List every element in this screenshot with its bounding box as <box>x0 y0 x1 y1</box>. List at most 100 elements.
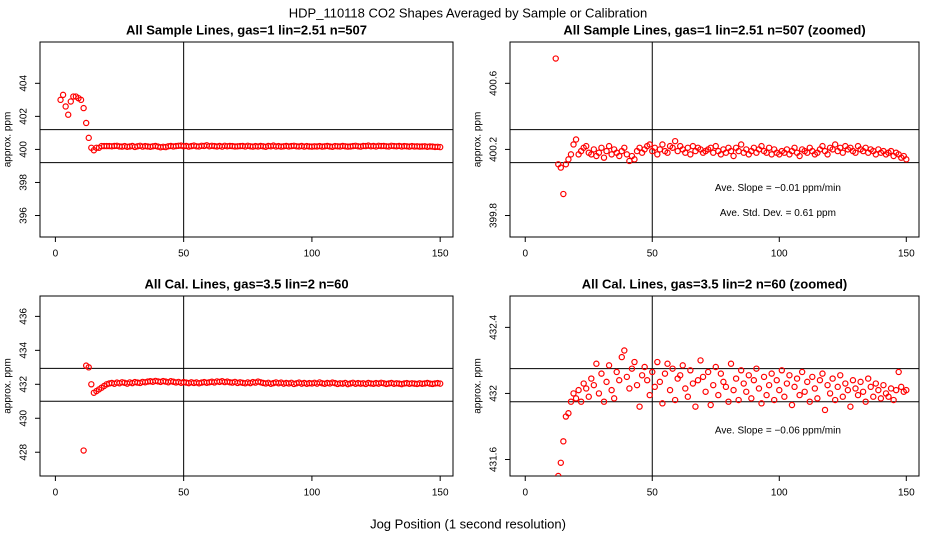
x-tick-label: 150 <box>432 488 449 499</box>
point <box>623 373 631 381</box>
plot-frame <box>39 41 454 238</box>
y-tick-label: 432.4 <box>489 314 500 339</box>
point <box>656 378 664 386</box>
point <box>811 385 819 392</box>
point <box>748 395 755 402</box>
x-tick-label: 150 <box>432 249 449 260</box>
point <box>588 375 595 382</box>
y-tick-label: 400.6 <box>489 70 500 95</box>
y-tick-label: 428 <box>19 443 30 460</box>
point <box>557 459 565 466</box>
point <box>837 372 844 379</box>
y-tick-label: 404 <box>19 75 30 92</box>
panel: All Cal. Lines, gas=3.5 lin=2 n=60 approx… <box>3 276 454 499</box>
point <box>560 190 567 198</box>
point <box>434 379 441 387</box>
point <box>88 381 95 388</box>
point <box>671 396 679 404</box>
x-tick-label: 0 <box>522 488 528 499</box>
point <box>773 377 780 384</box>
point <box>821 406 829 414</box>
point <box>682 385 689 392</box>
point <box>872 380 880 387</box>
x-tick-label: 0 <box>522 249 528 260</box>
point <box>824 381 831 389</box>
point <box>616 377 623 384</box>
y-tick-label: 430 <box>19 409 30 426</box>
point <box>870 393 877 400</box>
point <box>605 362 613 369</box>
point <box>636 403 643 410</box>
point <box>740 380 747 387</box>
point <box>898 383 905 391</box>
point <box>659 400 666 407</box>
point <box>679 362 686 369</box>
point <box>786 372 793 379</box>
annotation: Ave. Slope = −0.01 ppm/min <box>715 183 841 194</box>
point <box>434 143 441 150</box>
point <box>65 111 72 118</box>
point <box>649 368 656 376</box>
point <box>436 380 444 387</box>
point <box>572 395 580 402</box>
point <box>621 347 628 354</box>
point <box>598 370 605 377</box>
point <box>849 377 857 384</box>
point <box>664 360 671 367</box>
point <box>580 380 587 387</box>
y-axis-label: approx. ppm <box>473 112 484 168</box>
point <box>575 386 582 394</box>
point <box>633 381 641 389</box>
x-tick-label: 150 <box>898 249 915 260</box>
plot-frame <box>509 41 920 238</box>
point <box>852 149 859 156</box>
y-tick-label: 400 <box>19 141 30 158</box>
point <box>862 398 869 405</box>
point <box>67 98 74 105</box>
y-axis-label: approx. ppm <box>3 112 14 168</box>
point <box>819 370 826 377</box>
point <box>783 380 791 387</box>
point <box>852 385 859 392</box>
y-tick-label: 398 <box>19 174 30 191</box>
point <box>730 386 737 394</box>
point <box>671 137 679 145</box>
point <box>875 386 882 394</box>
point <box>867 383 874 391</box>
panel-title: All Cal. Lines, gas=3.5 lin=2 n=60 (zoom… <box>582 276 848 291</box>
point <box>618 353 625 361</box>
point <box>829 375 836 382</box>
point <box>605 142 613 150</box>
point <box>804 378 811 386</box>
point <box>572 136 580 143</box>
point <box>730 152 737 160</box>
point <box>687 367 694 374</box>
point <box>763 391 770 399</box>
point <box>557 164 565 171</box>
point <box>565 156 572 163</box>
point <box>859 388 867 395</box>
point <box>646 391 653 399</box>
point <box>608 386 615 394</box>
y-tick-label: 400.2 <box>489 136 500 161</box>
point <box>712 363 719 371</box>
point <box>895 368 902 376</box>
y-tick-label: 436 <box>19 308 30 325</box>
point <box>727 360 735 367</box>
point <box>847 403 854 410</box>
point <box>583 385 590 392</box>
point <box>560 438 567 445</box>
point <box>854 391 862 399</box>
point <box>598 144 605 151</box>
x-tick-label: 100 <box>304 488 321 499</box>
point <box>570 141 577 148</box>
point <box>664 149 671 156</box>
point <box>687 151 694 158</box>
point <box>710 381 717 389</box>
point <box>638 372 646 379</box>
point <box>722 383 730 391</box>
point <box>727 147 735 155</box>
point <box>631 358 638 366</box>
panel: All Sample Lines, gas=1 lin=2.51 n=507 (… <box>473 22 920 260</box>
point <box>641 363 648 371</box>
